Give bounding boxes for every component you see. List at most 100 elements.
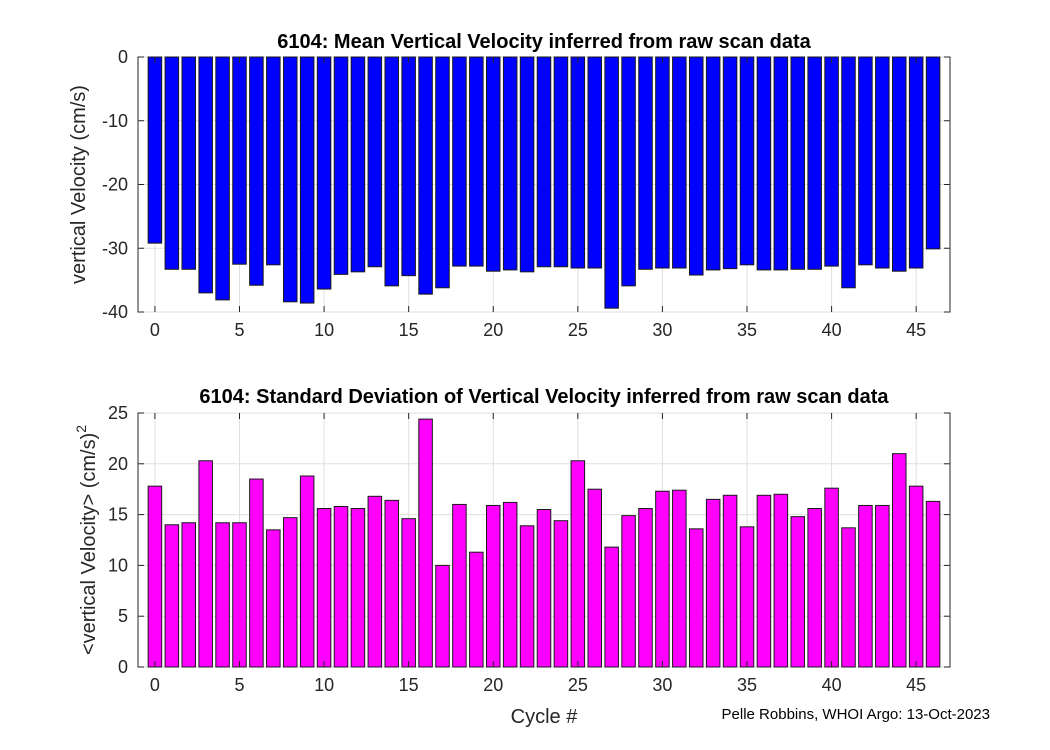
bar-cycle-2 <box>181 56 197 270</box>
bar-cycle-10 <box>316 56 332 290</box>
bar-cycle-11 <box>333 505 349 668</box>
bar-cycle-46 <box>925 56 941 250</box>
bar-cycle-1 <box>164 524 180 668</box>
x-tick-label: 20 <box>483 320 503 340</box>
x-tick-label: 10 <box>314 675 334 695</box>
bar-cycle-6 <box>249 56 264 286</box>
bar-cycle-33 <box>705 498 721 668</box>
bar-cycle-36 <box>756 56 772 271</box>
bar-cycle-33 <box>705 56 721 271</box>
bar-cycle-22 <box>519 56 535 273</box>
bar-cycle-31 <box>672 489 687 668</box>
x-tick-label: 10 <box>314 320 334 340</box>
bar-cycle-23 <box>536 56 552 268</box>
bar-cycle-39 <box>807 508 822 668</box>
x-tick-label: 35 <box>737 320 757 340</box>
bar-cycle-17 <box>435 56 450 289</box>
x-tick-label: 20 <box>483 675 503 695</box>
bar-cycle-17 <box>435 564 450 668</box>
stddev-velocity-ticks: 0 5 10 15 20 25 30 35 40 45 0 5 10 15 20 25 <box>108 403 950 695</box>
bar-cycle-45 <box>908 56 924 269</box>
bar-cycle-10 <box>316 508 332 668</box>
mean-velocity-chart: 0 5 10 15 20 25 30 35 40 45 0 -10 -20 -30 -40 6104: Me… <box>68 31 951 340</box>
bar-cycle-24 <box>553 520 569 668</box>
bar-cycle-28 <box>621 56 636 287</box>
bar-cycle-9 <box>299 475 315 668</box>
bar-cycle-12 <box>350 508 366 668</box>
y-tick-label: 0 <box>118 657 128 677</box>
bar-cycle-2 <box>181 522 197 668</box>
x-tick-label: 30 <box>652 675 672 695</box>
bar-cycle-28 <box>621 515 636 668</box>
bar-cycle-22 <box>519 525 535 668</box>
bar-cycle-45 <box>908 485 924 668</box>
bar-cycle-21 <box>502 501 518 668</box>
bar-cycle-1 <box>164 56 180 270</box>
bar-cycle-37 <box>773 493 789 668</box>
bar-cycle-35 <box>739 56 755 266</box>
bar-cycle-4 <box>215 56 230 301</box>
x-tick-label: 5 <box>234 320 244 340</box>
bar-cycle-42 <box>858 56 873 266</box>
x-tick-label: 45 <box>906 675 926 695</box>
bar-cycle-32 <box>688 528 704 668</box>
bar-cycle-18 <box>452 503 467 668</box>
bar-cycle-15 <box>401 518 416 668</box>
x-tick-label: 15 <box>399 675 419 695</box>
stddev-velocity-xlabel: Cycle # <box>511 706 579 728</box>
bar-cycle-29 <box>638 508 653 668</box>
bar-cycle-20 <box>485 504 501 668</box>
mean-velocity-ticks: 0 5 10 15 20 25 30 35 40 45 0 -10 -20 -30 -40 <box>102 47 950 340</box>
x-tick-label: 0 <box>150 320 160 340</box>
bar-cycle-16 <box>418 56 433 295</box>
bar-cycle-40 <box>824 487 839 668</box>
x-tick-label: 30 <box>652 320 672 340</box>
mean-velocity-title: 6104: Mean Vertical Velocity inferred fr… <box>277 31 811 53</box>
mean-velocity-ylabel: vertical Velocity (cm/s) <box>68 85 90 284</box>
bar-cycle-16 <box>418 418 433 668</box>
bar-cycle-31 <box>672 56 687 269</box>
x-tick-label: 25 <box>568 320 588 340</box>
bar-cycle-18 <box>452 56 467 267</box>
bar-cycle-39 <box>807 56 822 270</box>
bar-cycle-41 <box>841 527 856 668</box>
x-tick-label: 40 <box>822 675 842 695</box>
y-tick-label: -10 <box>102 111 128 131</box>
bar-cycle-43 <box>875 504 890 668</box>
bar-cycle-44 <box>891 56 907 272</box>
bar-cycle-3 <box>198 460 213 668</box>
bar-cycle-27 <box>604 56 619 309</box>
bar-cycle-8 <box>282 517 298 668</box>
bar-cycle-44 <box>891 453 907 668</box>
bar-cycle-46 <box>925 500 941 668</box>
y-tick-label: -30 <box>102 238 128 258</box>
bar-cycle-23 <box>536 509 552 668</box>
bar-cycle-38 <box>790 56 806 270</box>
bar-cycle-21 <box>502 56 518 271</box>
stddev-velocity-ylabel-superscript: 2 <box>73 425 89 433</box>
y-tick-label: -40 <box>102 302 128 322</box>
bar-cycle-35 <box>739 526 755 668</box>
x-tick-label: 25 <box>568 675 588 695</box>
stddev-velocity-ylabel-text: <vertical Velocity> (cm/s) <box>78 433 100 655</box>
x-tick-label: 0 <box>150 675 160 695</box>
y-tick-label: -20 <box>102 175 128 195</box>
bar-cycle-30 <box>655 490 670 668</box>
bar-cycle-26 <box>587 488 603 668</box>
bar-cycle-9 <box>299 56 315 304</box>
stddev-velocity-title: 6104: Standard Deviation of Vertical Vel… <box>199 386 889 408</box>
bar-cycle-6 <box>249 478 264 668</box>
x-tick-label: 40 <box>822 320 842 340</box>
y-tick-label: 25 <box>108 403 128 423</box>
bar-cycle-20 <box>485 56 501 272</box>
bar-cycle-27 <box>604 546 619 668</box>
bar-cycle-25 <box>570 460 586 668</box>
bar-cycle-42 <box>858 504 873 668</box>
y-tick-label: 10 <box>108 555 128 575</box>
bar-cycle-26 <box>587 56 603 269</box>
bar-cycle-41 <box>841 56 856 289</box>
bar-cycle-32 <box>688 56 704 276</box>
bar-cycle-3 <box>198 56 213 294</box>
bar-cycle-8 <box>282 56 298 303</box>
